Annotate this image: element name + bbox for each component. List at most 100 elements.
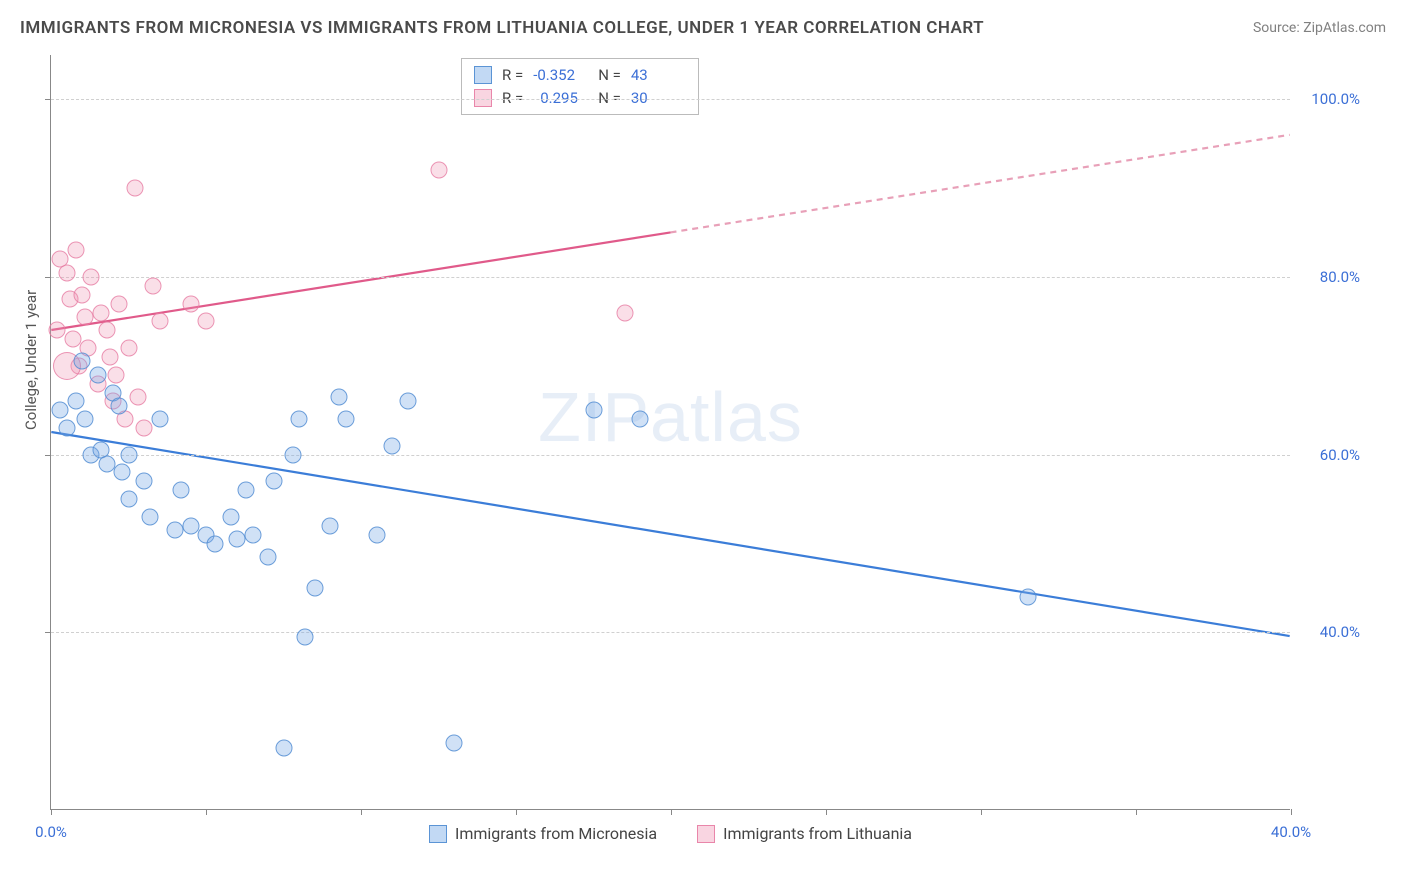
data-point-blue bbox=[120, 446, 137, 463]
n-value: 43 bbox=[631, 64, 686, 87]
data-point-pink bbox=[182, 295, 199, 312]
data-point-blue bbox=[151, 411, 168, 428]
r-label: R = bbox=[502, 87, 523, 110]
source-attribution: Source: ZipAtlas.com bbox=[1253, 20, 1386, 36]
x-tick bbox=[361, 809, 362, 815]
y-tick-label: 60.0% bbox=[1320, 446, 1360, 464]
data-point-pink bbox=[101, 349, 118, 366]
swatch-pink-icon bbox=[474, 89, 492, 107]
data-point-pink bbox=[126, 180, 143, 197]
data-point-blue bbox=[446, 735, 463, 752]
data-point-blue bbox=[67, 393, 84, 410]
x-tick-label: 40.0% bbox=[1271, 823, 1311, 841]
swatch-blue-icon bbox=[474, 66, 492, 84]
data-point-pink bbox=[67, 242, 84, 259]
data-point-blue bbox=[368, 526, 385, 543]
gridline-h bbox=[51, 99, 1290, 100]
data-point-blue bbox=[229, 531, 246, 548]
r-label: R = bbox=[502, 64, 523, 87]
legend-row-blue: R = -0.352 N = 43 bbox=[474, 64, 686, 87]
data-point-blue bbox=[207, 535, 224, 552]
y-axis-title: College, Under 1 year bbox=[22, 290, 40, 430]
y-tick-label: 80.0% bbox=[1320, 268, 1360, 286]
data-point-pink bbox=[98, 322, 115, 339]
data-point-pink bbox=[58, 264, 75, 281]
series-legend: Immigrants from Micronesia Immigrants fr… bbox=[51, 824, 1290, 843]
data-point-blue bbox=[74, 353, 91, 370]
x-tick bbox=[671, 809, 672, 815]
data-point-pink bbox=[151, 313, 168, 330]
x-tick bbox=[826, 809, 827, 815]
data-point-pink bbox=[49, 322, 66, 339]
data-point-blue bbox=[244, 526, 261, 543]
data-point-blue bbox=[182, 517, 199, 534]
data-point-blue bbox=[98, 455, 115, 472]
data-point-blue bbox=[322, 517, 339, 534]
legend-label: Immigrants from Lithuania bbox=[723, 824, 912, 843]
swatch-blue-icon bbox=[429, 825, 447, 843]
r-value: -0.352 bbox=[533, 64, 588, 87]
swatch-pink-icon bbox=[697, 825, 715, 843]
x-tick bbox=[51, 809, 52, 815]
data-point-blue bbox=[266, 473, 283, 490]
x-tick bbox=[516, 809, 517, 815]
data-point-pink bbox=[120, 340, 137, 357]
data-point-pink bbox=[616, 304, 633, 321]
data-point-pink bbox=[145, 277, 162, 294]
data-point-pink bbox=[92, 304, 109, 321]
data-point-pink bbox=[83, 269, 100, 286]
data-point-blue bbox=[173, 482, 190, 499]
scatter-plot-area: ZIPatlas R = -0.352 N = 43 R = 0.295 N =… bbox=[50, 55, 1290, 810]
gridline-h bbox=[51, 632, 1290, 633]
data-point-blue bbox=[632, 411, 649, 428]
data-point-blue bbox=[260, 548, 277, 565]
data-point-pink bbox=[108, 366, 125, 383]
data-point-blue bbox=[114, 464, 131, 481]
legend-item-lithuania: Immigrants from Lithuania bbox=[697, 824, 912, 843]
data-point-blue bbox=[52, 402, 69, 419]
data-point-blue bbox=[142, 508, 159, 525]
legend-row-pink: R = 0.295 N = 30 bbox=[474, 87, 686, 110]
r-value: 0.295 bbox=[533, 87, 588, 110]
x-tick bbox=[1136, 809, 1137, 815]
x-tick-label: 0.0% bbox=[35, 823, 67, 841]
data-point-pink bbox=[64, 331, 81, 348]
legend-label: Immigrants from Micronesia bbox=[455, 824, 657, 843]
data-point-blue bbox=[136, 473, 153, 490]
data-point-blue bbox=[167, 522, 184, 539]
data-point-blue bbox=[222, 508, 239, 525]
data-point-pink bbox=[74, 286, 91, 303]
data-point-blue bbox=[1019, 588, 1036, 605]
chart-title: IMMIGRANTS FROM MICRONESIA VS IMMIGRANTS… bbox=[20, 18, 984, 38]
legend-item-micronesia: Immigrants from Micronesia bbox=[429, 824, 657, 843]
gridline-h bbox=[51, 455, 1290, 456]
data-point-pink bbox=[111, 295, 128, 312]
data-point-blue bbox=[337, 411, 354, 428]
data-point-blue bbox=[275, 739, 292, 756]
data-point-pink bbox=[198, 313, 215, 330]
n-label: N = bbox=[598, 87, 621, 110]
data-point-blue bbox=[585, 402, 602, 419]
data-point-blue bbox=[77, 411, 94, 428]
data-point-blue bbox=[399, 393, 416, 410]
data-point-blue bbox=[384, 437, 401, 454]
gridline-h bbox=[51, 277, 1290, 278]
data-point-blue bbox=[111, 397, 128, 414]
y-tick-label: 40.0% bbox=[1320, 623, 1360, 641]
watermark: ZIPatlas bbox=[538, 377, 803, 457]
x-tick bbox=[206, 809, 207, 815]
data-point-blue bbox=[89, 366, 106, 383]
data-point-blue bbox=[306, 579, 323, 596]
data-point-pink bbox=[77, 309, 94, 326]
data-point-blue bbox=[297, 628, 314, 645]
trend-lines bbox=[51, 55, 1290, 809]
y-tick-label: 100.0% bbox=[1311, 90, 1360, 108]
data-point-blue bbox=[284, 446, 301, 463]
n-label: N = bbox=[598, 64, 621, 87]
data-point-pink bbox=[136, 420, 153, 437]
data-point-blue bbox=[120, 491, 137, 508]
data-point-blue bbox=[58, 420, 75, 437]
data-point-blue bbox=[331, 388, 348, 405]
data-point-pink bbox=[430, 162, 447, 179]
data-point-blue bbox=[238, 482, 255, 499]
